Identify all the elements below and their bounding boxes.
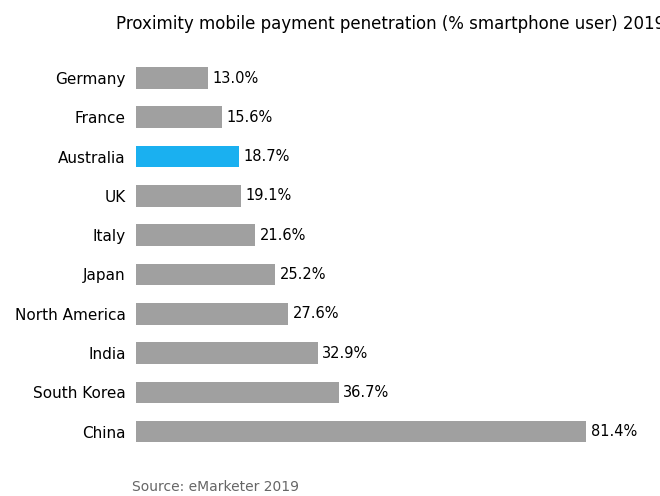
Text: 18.7%: 18.7% bbox=[244, 149, 290, 164]
Text: Source: eMarketer 2019: Source: eMarketer 2019 bbox=[132, 480, 299, 494]
Text: 19.1%: 19.1% bbox=[246, 188, 292, 203]
Text: 13.0%: 13.0% bbox=[212, 70, 258, 85]
Bar bbox=[135, 107, 222, 128]
Text: 81.4%: 81.4% bbox=[591, 424, 637, 439]
Text: 21.6%: 21.6% bbox=[259, 228, 306, 243]
Bar bbox=[135, 421, 586, 442]
Bar bbox=[135, 381, 339, 403]
Text: 25.2%: 25.2% bbox=[280, 267, 326, 282]
Bar bbox=[135, 303, 288, 324]
Text: 15.6%: 15.6% bbox=[226, 110, 273, 125]
Bar bbox=[135, 342, 317, 364]
Bar bbox=[135, 67, 208, 89]
Text: 36.7%: 36.7% bbox=[343, 385, 389, 400]
Text: 27.6%: 27.6% bbox=[293, 306, 339, 321]
Text: 32.9%: 32.9% bbox=[322, 346, 368, 361]
Title: Proximity mobile payment penetration (% smartphone user) 2019: Proximity mobile payment penetration (% … bbox=[115, 15, 660, 33]
Bar bbox=[135, 264, 275, 285]
Bar bbox=[135, 146, 239, 167]
Bar bbox=[135, 224, 255, 246]
Bar bbox=[135, 185, 242, 207]
